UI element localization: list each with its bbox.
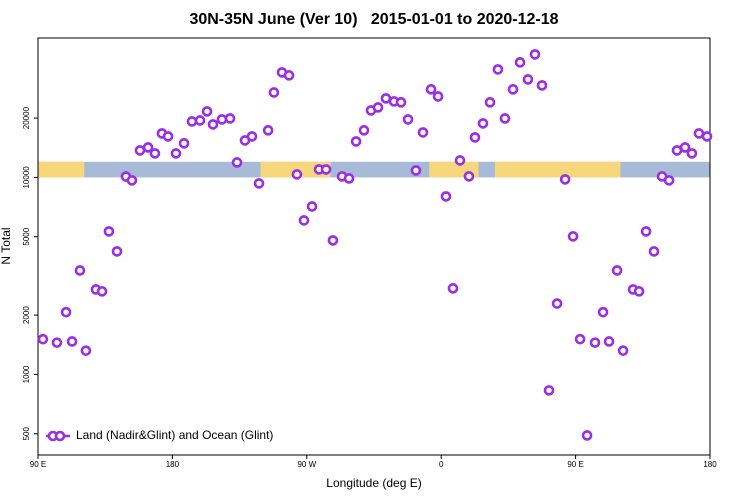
data-point — [663, 175, 675, 186]
data-point — [447, 283, 459, 294]
y-tick-label: 10000 — [22, 166, 31, 189]
data-point — [207, 119, 219, 130]
data-point — [686, 148, 698, 159]
data-point — [320, 164, 332, 175]
data-point — [74, 265, 86, 276]
x-tick-label: 0 — [439, 460, 444, 469]
y-tick-label: 20000 — [22, 106, 31, 129]
data-point — [574, 333, 586, 345]
data-point — [432, 91, 444, 102]
data-point — [463, 171, 475, 182]
data-point — [410, 165, 422, 176]
data-point — [543, 385, 555, 396]
land-band — [494, 161, 621, 178]
data-point — [253, 178, 265, 189]
data-point — [283, 70, 295, 81]
data-point — [395, 97, 407, 108]
data-point — [529, 49, 541, 60]
data-point — [402, 114, 414, 125]
data-point — [298, 215, 310, 226]
data-point — [170, 148, 182, 159]
data-point — [149, 148, 161, 159]
data-point — [51, 337, 63, 348]
data-point — [603, 336, 615, 347]
data-point — [358, 125, 370, 136]
data-point — [178, 138, 190, 149]
data-point — [440, 191, 452, 202]
legend-marker — [54, 430, 66, 442]
data-point — [469, 132, 481, 143]
legend-label: Land (Nadir&Glint) and Ocean (Glint) — [76, 428, 273, 442]
data-point — [484, 97, 496, 108]
x-tick-label: 90 E — [567, 460, 583, 469]
data-point — [201, 106, 213, 117]
data-point — [597, 306, 609, 318]
data-point — [142, 142, 154, 153]
y-tick-label: 2000 — [22, 306, 31, 324]
data-point — [162, 131, 174, 142]
x-tick-label: 180 — [703, 460, 717, 469]
data-point — [679, 142, 691, 153]
data-point — [231, 157, 243, 168]
land-band — [38, 161, 85, 178]
data-point — [551, 298, 563, 309]
y-tick-label: 5000 — [22, 227, 31, 245]
data-point — [268, 87, 280, 98]
data-point — [589, 337, 601, 348]
data-point — [224, 113, 236, 124]
data-point — [507, 84, 519, 95]
data-point — [536, 80, 548, 91]
data-point — [291, 169, 303, 180]
data-point — [60, 306, 72, 318]
data-point — [499, 113, 511, 124]
data-point — [66, 336, 78, 347]
x-tick-label: 90 E — [30, 460, 46, 469]
data-point — [216, 114, 228, 125]
y-tick-label: 1000 — [22, 365, 31, 383]
data-point — [246, 131, 258, 142]
data-point — [103, 226, 115, 237]
data-point — [111, 246, 123, 257]
data-point — [492, 64, 504, 75]
y-axis-label: N Total — [0, 227, 13, 264]
data-point — [522, 74, 534, 85]
data-point — [417, 127, 429, 138]
x-axis-label: Longitude (deg E) — [326, 476, 421, 490]
data-point — [633, 286, 645, 297]
x-tick-label: 180 — [166, 460, 180, 469]
plot-frame — [37, 37, 711, 456]
data-point — [425, 84, 437, 95]
data-point — [559, 174, 571, 185]
data-point — [126, 175, 138, 186]
data-point — [701, 131, 713, 142]
data-point — [262, 125, 274, 136]
data-point — [567, 231, 579, 242]
data-point — [372, 102, 384, 113]
data-point — [37, 333, 49, 345]
data-point — [96, 286, 108, 297]
data-point — [514, 57, 526, 68]
data-point — [306, 201, 318, 212]
data-point — [80, 345, 92, 356]
x-tick-label: 90 W — [297, 460, 316, 469]
data-point — [454, 155, 466, 166]
chart-title: 30N-35N June (Ver 10) 2015-01-01 to 2020… — [189, 11, 558, 28]
data-point — [327, 235, 339, 246]
data-point — [617, 345, 629, 356]
data-point — [186, 116, 198, 127]
data-point — [581, 430, 593, 441]
data-point — [648, 246, 660, 257]
data-point — [611, 265, 623, 276]
data-point — [477, 118, 489, 129]
data-point — [640, 226, 652, 237]
y-tick-label: 500 — [22, 427, 31, 441]
data-point — [343, 173, 355, 184]
data-point — [194, 115, 206, 126]
data-point — [350, 136, 362, 147]
